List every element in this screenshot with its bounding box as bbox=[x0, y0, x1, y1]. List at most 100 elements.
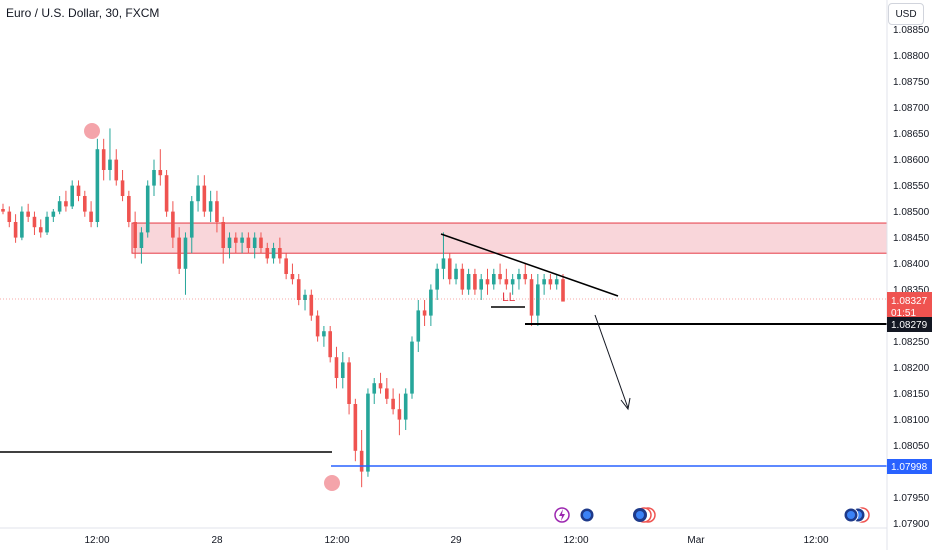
last-price-badge bbox=[887, 292, 932, 320]
candle bbox=[26, 203, 30, 222]
candle bbox=[372, 378, 377, 404]
candle bbox=[554, 274, 559, 290]
candle bbox=[366, 388, 370, 477]
economic-event-icon-group[interactable] bbox=[633, 507, 656, 523]
time-tick-label: 28 bbox=[211, 535, 223, 546]
time-tick-label: 12:00 bbox=[324, 535, 349, 546]
candle bbox=[38, 219, 43, 238]
last-price-label: 1.08327 bbox=[891, 296, 928, 307]
candle bbox=[82, 190, 87, 217]
candle bbox=[328, 326, 332, 363]
price-tick-label: 1.08400 bbox=[893, 259, 930, 270]
economic-event-icon-group-2[interactable] bbox=[843, 507, 870, 523]
candle bbox=[215, 190, 219, 233]
support-price-label: 1.08279 bbox=[891, 320, 928, 331]
price-tick-label: 1.08450 bbox=[893, 233, 930, 244]
candle bbox=[542, 274, 546, 295]
symbol-title[interactable]: Euro / U.S. Dollar, 30, FXCM bbox=[6, 6, 160, 20]
swing-low-marker[interactable] bbox=[324, 475, 340, 491]
blue-level-label: 1.07998 bbox=[891, 462, 928, 473]
currency-button[interactable]: USD bbox=[888, 3, 924, 25]
candle bbox=[391, 388, 395, 415]
candle bbox=[303, 289, 307, 311]
candle bbox=[158, 149, 163, 186]
support-price-badge bbox=[887, 317, 932, 332]
candle bbox=[152, 159, 156, 196]
candle bbox=[290, 263, 295, 285]
candle bbox=[145, 180, 150, 238]
candle bbox=[70, 180, 75, 209]
projection-arrowhead bbox=[620, 397, 631, 411]
price-tick-label: 1.08700 bbox=[893, 103, 930, 114]
drawings-layer: LL bbox=[0, 123, 887, 491]
candle bbox=[95, 138, 100, 228]
projection-arrow[interactable] bbox=[594, 314, 629, 409]
candle bbox=[422, 300, 427, 326]
price-tick-label: 1.08650 bbox=[893, 129, 930, 140]
candle bbox=[227, 232, 232, 259]
candle bbox=[196, 175, 200, 212]
candle bbox=[498, 263, 502, 285]
price-tick-label: 1.08550 bbox=[893, 181, 930, 192]
candle bbox=[416, 300, 421, 352]
candle bbox=[221, 216, 226, 264]
candle bbox=[479, 274, 484, 300]
candle bbox=[89, 201, 93, 228]
candle bbox=[529, 274, 534, 326]
candle bbox=[183, 232, 188, 295]
candle bbox=[296, 274, 301, 306]
candle bbox=[340, 352, 345, 389]
candle bbox=[278, 237, 282, 264]
price-tick-label: 1.07900 bbox=[893, 519, 930, 530]
candle bbox=[120, 170, 125, 202]
resistance-trendline[interactable] bbox=[440, 233, 619, 297]
candle bbox=[64, 190, 68, 212]
supply-zone[interactable] bbox=[131, 222, 888, 254]
candle bbox=[347, 357, 351, 415]
candle bbox=[127, 190, 131, 228]
price-tick-label: 1.07950 bbox=[893, 493, 930, 504]
candle bbox=[397, 393, 402, 436]
candle bbox=[252, 232, 257, 259]
time-tick-label: 12:00 bbox=[563, 535, 588, 546]
candle bbox=[466, 268, 471, 295]
time-tick-label: 12:00 bbox=[84, 535, 109, 546]
candle bbox=[447, 253, 452, 285]
price-tick-label: 1.08150 bbox=[893, 389, 930, 400]
candle bbox=[510, 274, 515, 295]
economic-event-icon[interactable] bbox=[579, 507, 595, 523]
candle bbox=[504, 268, 509, 290]
price-tick-label: 1.08350 bbox=[893, 285, 930, 296]
candle bbox=[429, 284, 433, 326]
candle bbox=[536, 274, 540, 326]
candle bbox=[485, 268, 490, 295]
price-tick-label: 1.08500 bbox=[893, 207, 930, 218]
candle bbox=[517, 268, 521, 290]
swing-high-marker[interactable] bbox=[84, 123, 100, 139]
price-tick-label: 1.08250 bbox=[893, 337, 930, 348]
price-axis[interactable]: 1.08850 1.08800 1.08750 1.08700 1.08650 1.086… bbox=[886, 0, 932, 550]
candle bbox=[32, 211, 37, 235]
candle bbox=[460, 263, 465, 295]
candle bbox=[259, 232, 263, 254]
candle bbox=[473, 268, 477, 295]
candle bbox=[385, 378, 389, 404]
candle bbox=[322, 326, 326, 347]
price-tick-label: 1.08850 bbox=[893, 25, 930, 36]
candle bbox=[315, 310, 320, 342]
lightning-glyph bbox=[559, 509, 565, 521]
candle bbox=[20, 206, 24, 241]
ll-label: LL bbox=[502, 290, 516, 304]
time-axis[interactable]: 12:00 28 12:00 29 12:00 Mar 12:00 bbox=[0, 527, 887, 546]
candle bbox=[441, 232, 446, 280]
candle bbox=[334, 346, 339, 389]
candles-layer bbox=[1, 128, 565, 488]
countdown-label: 01:51 bbox=[891, 308, 916, 319]
candle bbox=[246, 232, 251, 254]
candle bbox=[523, 263, 528, 285]
candle bbox=[208, 190, 213, 222]
candle bbox=[454, 263, 458, 285]
time-tick-label: 12:00 bbox=[803, 535, 828, 546]
candle bbox=[309, 289, 314, 321]
